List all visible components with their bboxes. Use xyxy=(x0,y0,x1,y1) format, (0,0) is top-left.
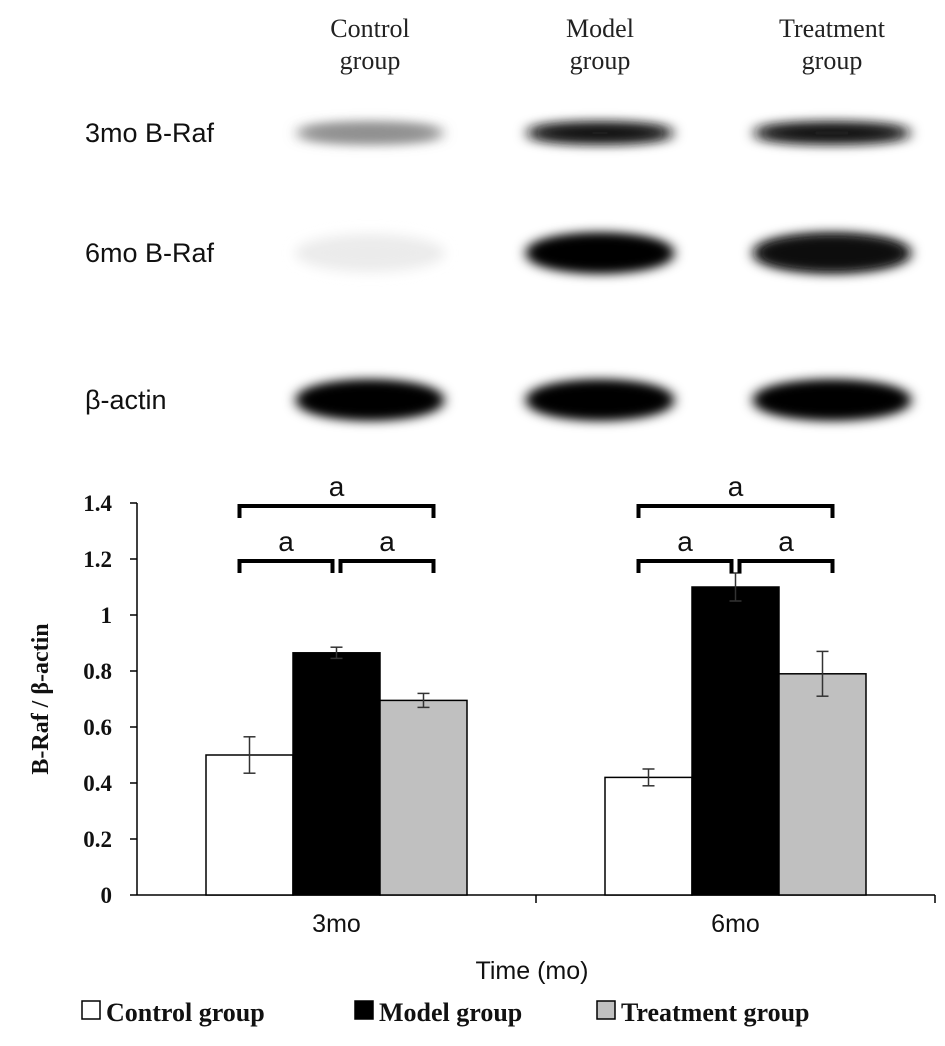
significance-bracket xyxy=(237,504,436,518)
blot-band-core xyxy=(760,384,904,416)
blot-row-label: 3mo B-Raf xyxy=(85,118,215,148)
significance-label: a xyxy=(677,526,693,557)
significance-label: a xyxy=(728,471,744,502)
legend-label: Control group xyxy=(106,998,265,1027)
y-tick-label: 1.2 xyxy=(83,547,112,572)
bar xyxy=(691,586,780,896)
bar xyxy=(205,754,294,896)
y-tick-label: 0.4 xyxy=(83,771,112,796)
legend-swatch xyxy=(596,1000,616,1020)
blot-band-core xyxy=(303,384,437,416)
blot-row-label: β-actin xyxy=(85,385,167,415)
blot-lane-label: Treatment xyxy=(779,14,886,43)
significance-bracket xyxy=(338,559,436,573)
blot-lane-label: Control xyxy=(330,14,409,43)
blot-lane-label: group xyxy=(570,46,631,75)
blot-band xyxy=(295,234,445,272)
legend-label: Model group xyxy=(379,998,522,1027)
significance-bracket xyxy=(636,559,734,573)
blot-lane-label: group xyxy=(340,46,401,75)
significance-bracket xyxy=(737,559,835,573)
significance-label: a xyxy=(379,526,395,557)
western-blot-panel: Control group Model group Treatment group 3mo … xyxy=(85,14,912,419)
blot-lane-label: Model xyxy=(566,14,634,43)
bar xyxy=(292,652,381,896)
blot-row-label: 6mo B-Raf xyxy=(85,238,215,268)
x-category-label: 3mo xyxy=(312,910,361,938)
blot-band-core xyxy=(533,237,667,269)
significance-label: a xyxy=(329,471,345,502)
y-axis-title: B-Raf / β-actin xyxy=(28,623,54,774)
bar xyxy=(604,776,693,896)
significance-bracket xyxy=(237,559,335,573)
x-category-label: 6mo xyxy=(711,910,760,938)
bar xyxy=(778,673,867,896)
blot-band-core xyxy=(533,384,667,416)
x-axis-title: Time (mo) xyxy=(476,957,589,985)
significance-bracket xyxy=(636,504,835,518)
y-tick-label: 0.2 xyxy=(83,827,112,852)
blot-band-core xyxy=(760,237,904,269)
blot-lane-label: group xyxy=(802,46,863,75)
significance-label: a xyxy=(278,526,294,557)
blot-band-core xyxy=(533,126,667,140)
legend-swatch xyxy=(354,1000,374,1020)
blot-band-core xyxy=(303,126,437,140)
y-tick-label: 0 xyxy=(101,883,113,908)
chart-legend: Control group Model group Treatment group xyxy=(81,998,810,1027)
y-tick-label: 0.6 xyxy=(83,715,112,740)
bar xyxy=(379,699,468,896)
blot-band-core xyxy=(760,126,904,140)
legend-label: Treatment group xyxy=(621,998,810,1027)
bar-chart: 0 0.2 0.4 0.6 0.8 1 1.2 1.4 3mo 6mo a a a a a a Time (mo… xyxy=(28,471,936,985)
y-tick-label: 0.8 xyxy=(83,659,112,684)
legend-swatch xyxy=(81,1000,101,1020)
significance-label: a xyxy=(778,526,794,557)
y-tick-label: 1 xyxy=(101,603,113,628)
y-tick-label: 1.4 xyxy=(83,491,112,516)
